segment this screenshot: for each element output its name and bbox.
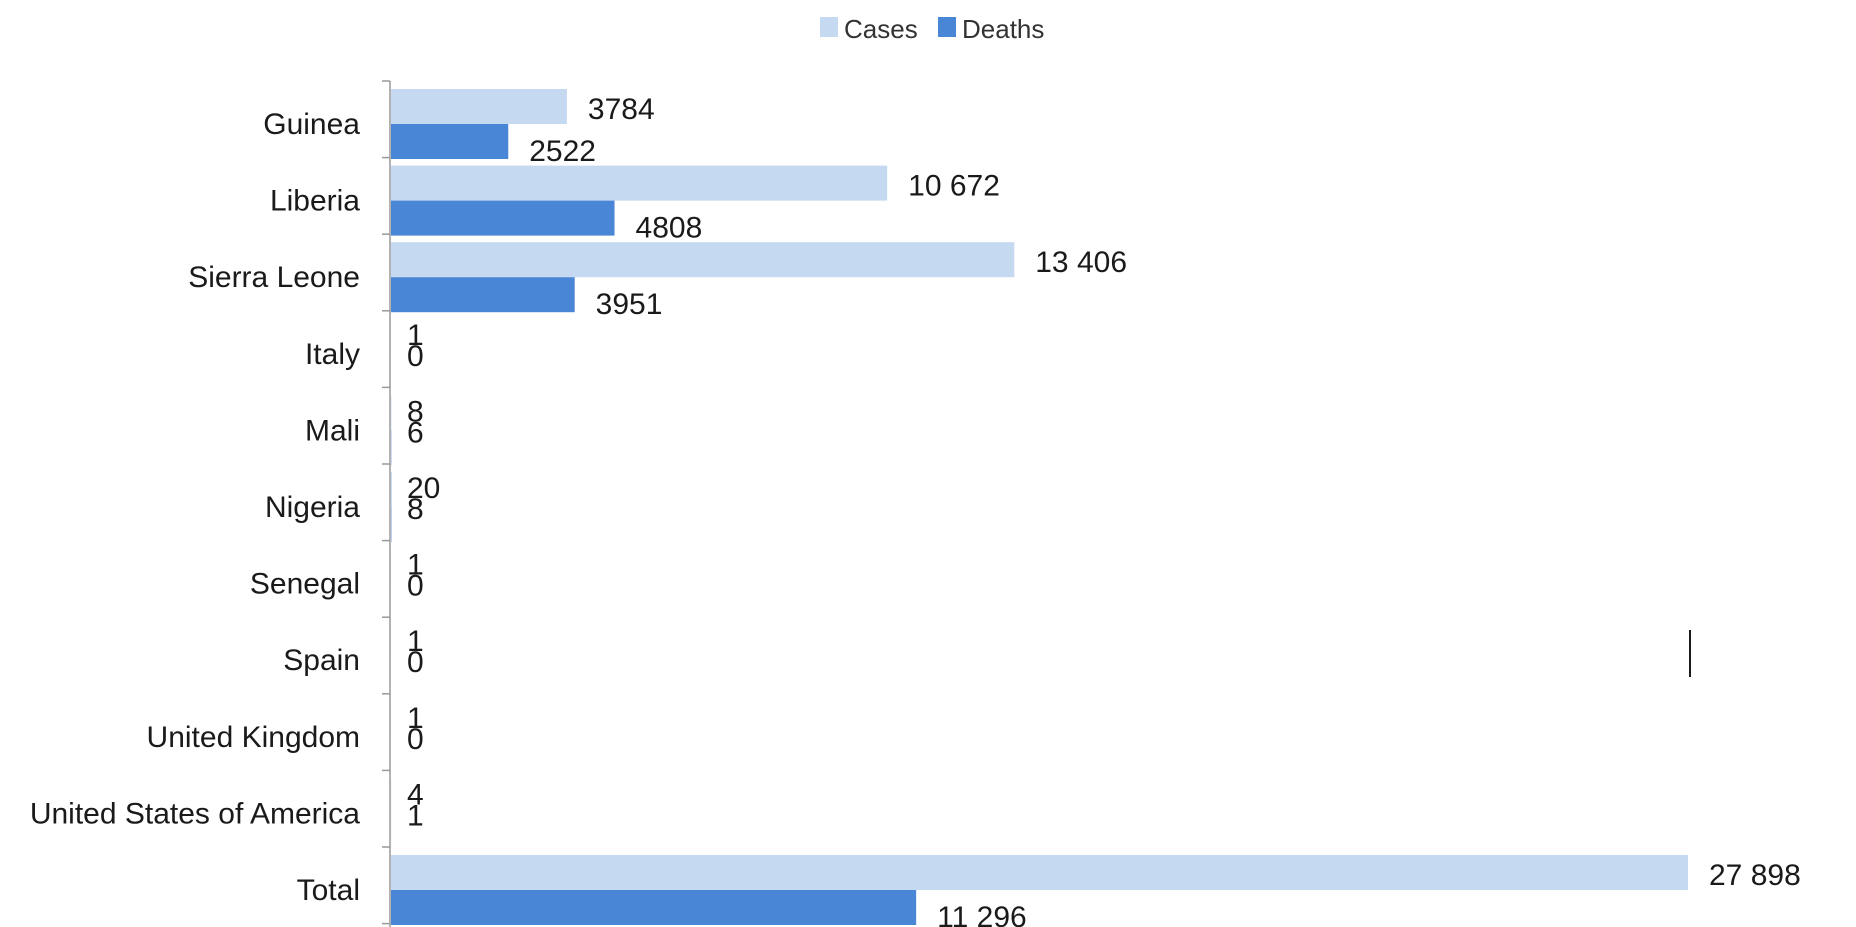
category-label: Total <box>297 874 360 907</box>
deaths-value-label: 8 <box>407 493 424 526</box>
category-label: United Kingdom <box>147 721 360 754</box>
deaths-bar <box>391 890 917 925</box>
cases-value-label: 27 898 <box>1709 859 1801 892</box>
deaths-bar <box>391 124 509 159</box>
cases-bar <box>391 165 888 201</box>
deaths-bar <box>391 200 615 236</box>
deaths-value-label: 0 <box>407 646 424 679</box>
cases-value-label: 4 <box>407 778 424 811</box>
deaths-value-label: 3951 <box>596 288 663 321</box>
category-label: Spain <box>283 644 360 677</box>
deaths-value-label: 1 <box>407 799 424 832</box>
cases-value-label: 1 <box>407 549 424 582</box>
deaths-value-label: 4808 <box>636 212 703 245</box>
category-label: Nigeria <box>265 491 360 524</box>
cases-bar <box>391 242 1015 278</box>
deaths-value-label: 6 <box>407 416 424 449</box>
cases-value-label: 1 <box>407 702 424 735</box>
cases-value-label: 13 406 <box>1035 246 1127 279</box>
cases-bar <box>391 855 1688 890</box>
category-label: Mali <box>305 414 360 447</box>
cases-value-label: 1 <box>407 319 424 352</box>
legend-cases-label: Cases <box>844 14 918 44</box>
category-label: Senegal <box>250 568 360 601</box>
category-axis <box>382 80 391 927</box>
bar-series <box>391 89 1688 925</box>
deaths-value-label: 2522 <box>529 135 596 168</box>
category-label: Sierra Leone <box>188 261 360 294</box>
cases-value-label: 10 672 <box>908 170 1000 203</box>
cases-value-label: 1 <box>407 625 424 658</box>
legend-cases-swatch <box>820 17 838 37</box>
cases-value-label: 20 <box>407 472 440 505</box>
cases-bar <box>391 89 567 124</box>
category-labels: Guinea Liberia Sierra Leone Italy Mali Nigeri… <box>30 108 360 907</box>
category-label: Liberia <box>270 185 360 218</box>
legend-deaths-swatch <box>938 17 956 37</box>
category-label: Italy <box>305 338 360 371</box>
cases-bar <box>391 472 392 507</box>
legend-deaths-label: Deaths <box>962 14 1044 44</box>
deaths-value-label: 0 <box>407 570 424 603</box>
deaths-value-label: 0 <box>407 723 424 756</box>
category-label: United States of America <box>30 797 360 830</box>
deaths-value-label: 0 <box>407 340 424 373</box>
deaths-bar <box>391 277 575 313</box>
cases-value-label: 8 <box>407 395 424 428</box>
cases-value-label: 3784 <box>588 93 655 126</box>
category-label: Guinea <box>263 108 360 141</box>
legend: Cases Deaths <box>820 14 1044 44</box>
deaths-value-label: 11 296 <box>937 901 1027 927</box>
